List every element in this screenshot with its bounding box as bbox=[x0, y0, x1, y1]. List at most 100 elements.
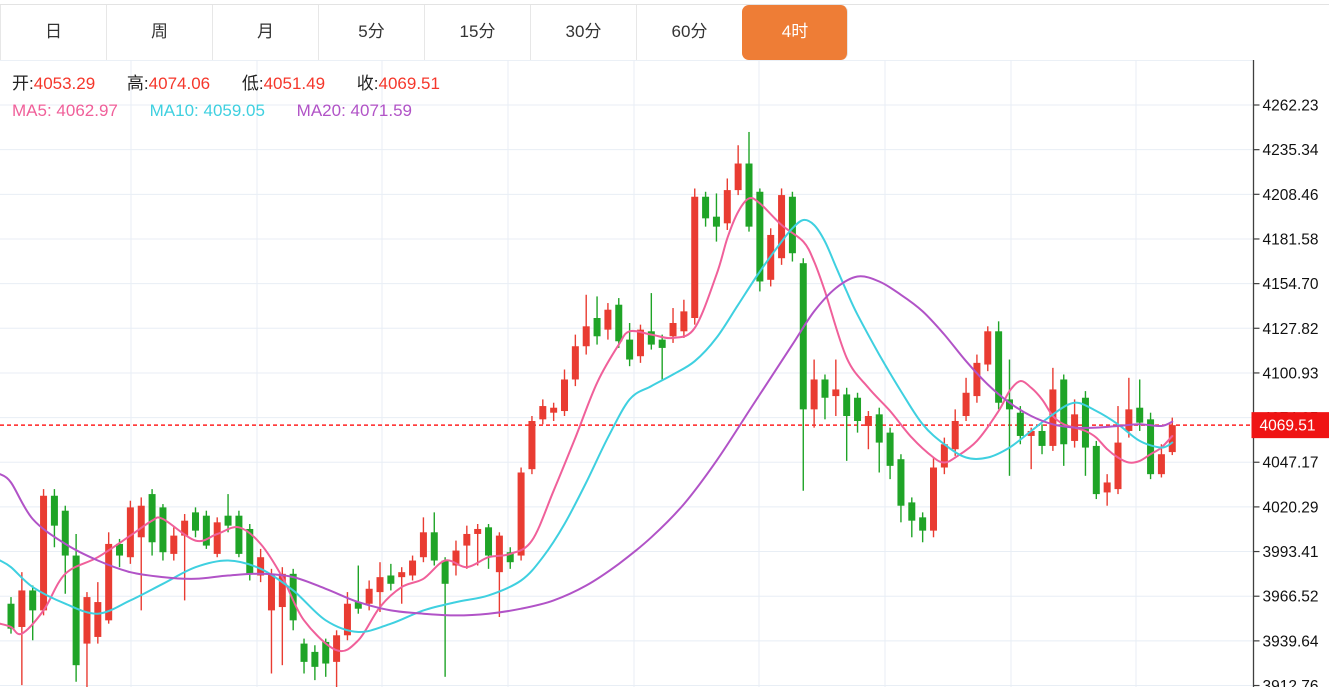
candle-up bbox=[1103, 474, 1111, 506]
candle-up bbox=[517, 467, 525, 561]
candle-down bbox=[897, 454, 905, 523]
tab-15min[interactable]: 15分 bbox=[424, 5, 530, 60]
tab-month[interactable]: 月 bbox=[212, 5, 318, 60]
candle-up bbox=[398, 567, 406, 604]
tab-30min[interactable]: 30分 bbox=[530, 5, 636, 60]
candle-up bbox=[550, 402, 558, 422]
candle-up bbox=[1027, 427, 1035, 470]
candle-up bbox=[951, 409, 959, 456]
candle-up bbox=[691, 188, 699, 325]
low-readout: 低:4051.49 bbox=[241, 74, 326, 93]
candle-up bbox=[528, 416, 536, 475]
candle-up bbox=[778, 188, 786, 265]
y-axis: 4262.23 4235.34 4208.46 4181.58 4154.70 4127.… bbox=[1252, 60, 1319, 687]
candle-down bbox=[29, 585, 37, 641]
candle-down bbox=[1005, 359, 1013, 476]
candle-up bbox=[126, 500, 134, 564]
candle-up bbox=[571, 334, 579, 387]
candle-down bbox=[322, 638, 330, 677]
candle-up bbox=[561, 369, 569, 417]
open-readout: 开:4053.29 bbox=[12, 74, 96, 93]
tab-day[interactable]: 日 bbox=[0, 5, 106, 60]
candle-down bbox=[300, 638, 308, 674]
candle-down bbox=[1038, 424, 1046, 455]
y-axis-tick-label: 3939.64 bbox=[1263, 633, 1319, 650]
candle-up bbox=[170, 527, 178, 561]
y-axis-tick-label: 4100.93 bbox=[1263, 365, 1319, 382]
candle-down bbox=[224, 494, 232, 533]
tab-week[interactable]: 周 bbox=[106, 5, 212, 60]
candle-down bbox=[886, 427, 894, 480]
candle-up bbox=[257, 548, 265, 583]
y-axis-tick-label: 4262.23 bbox=[1263, 98, 1319, 115]
tab-4hour[interactable]: 4时 bbox=[742, 5, 848, 60]
candle-up bbox=[333, 630, 341, 687]
candle-down bbox=[712, 193, 720, 242]
ma5-readout: MA5: 4062.97 bbox=[12, 101, 118, 120]
candle-up bbox=[40, 489, 48, 616]
candle-up bbox=[810, 359, 818, 428]
candle-up bbox=[973, 354, 981, 403]
candle-up bbox=[409, 555, 417, 581]
candle-up bbox=[267, 568, 275, 674]
candle-up bbox=[105, 532, 113, 624]
chart-area: 4262.23 4235.34 4208.46 4181.58 4154.70 4127.… bbox=[0, 60, 1329, 687]
y-axis-tick-label: 3966.52 bbox=[1263, 589, 1319, 606]
y-axis-tick-label: 4235.34 bbox=[1263, 142, 1319, 159]
y-axis-tick-label: 4127.82 bbox=[1263, 321, 1319, 338]
candle-down bbox=[441, 557, 449, 677]
y-axis-tick-label: 4208.46 bbox=[1263, 187, 1319, 204]
candlestick-plot: 4262.23 4235.34 4208.46 4181.58 4154.70 4127.… bbox=[0, 60, 1329, 687]
ohlc-row: 开:4053.29 高:4074.06 低:4051.49 收:4069.51 bbox=[12, 70, 467, 97]
candle-up bbox=[734, 145, 742, 196]
candle-down bbox=[702, 191, 710, 227]
candle-up bbox=[452, 540, 460, 576]
candle-up bbox=[539, 399, 547, 425]
high-readout: 高:4074.06 bbox=[126, 74, 211, 93]
candle-down bbox=[192, 507, 200, 538]
candle-up bbox=[864, 411, 872, 450]
candle-down bbox=[148, 489, 156, 556]
candle-down bbox=[387, 563, 395, 591]
grid bbox=[0, 60, 1253, 687]
ma-row: MA5: 4062.97 MA10: 4059.05 MA20: 4071.59 bbox=[12, 97, 467, 124]
candle-down bbox=[593, 296, 601, 345]
y-axis-tick-label: 4154.70 bbox=[1263, 276, 1319, 293]
candle-down bbox=[61, 505, 69, 594]
ma5-line bbox=[0, 196, 1174, 653]
candle-up bbox=[495, 532, 503, 618]
candle-down bbox=[1060, 374, 1068, 466]
tab-5min[interactable]: 5分 bbox=[318, 5, 424, 60]
candle-up bbox=[1125, 377, 1133, 438]
candle-down bbox=[756, 188, 764, 292]
interval-tabbar: 日 周 月 5分 15分 30分 60分 4时 bbox=[0, 4, 1329, 60]
candle-up bbox=[278, 567, 286, 666]
candle-up bbox=[930, 457, 938, 538]
candle-down bbox=[485, 523, 493, 569]
candle-down bbox=[919, 512, 927, 543]
candle-up bbox=[474, 523, 482, 566]
y-axis-tick-label: 4047.17 bbox=[1263, 455, 1319, 472]
candle-down bbox=[354, 565, 362, 614]
candle-down bbox=[235, 510, 243, 558]
candle-up bbox=[1049, 367, 1057, 451]
candle-down bbox=[854, 392, 862, 433]
ma20-line bbox=[0, 275, 1174, 617]
candle-down bbox=[311, 645, 319, 681]
current-price-tag: 4069.51 bbox=[1251, 412, 1329, 439]
tab-60min[interactable]: 60分 bbox=[636, 5, 742, 60]
candle-up bbox=[137, 497, 145, 611]
candle-down bbox=[843, 387, 851, 461]
candle-up bbox=[376, 562, 384, 613]
candle-up bbox=[1114, 406, 1122, 495]
chart-legend: 开:4053.29 高:4074.06 低:4051.49 收:4069.51 … bbox=[12, 70, 467, 124]
candle-up bbox=[962, 377, 970, 422]
y-axis-tick-label: 4020.29 bbox=[1263, 499, 1319, 516]
candle-down bbox=[745, 131, 753, 232]
candle-down bbox=[159, 504, 167, 561]
candle-down bbox=[658, 334, 666, 380]
candle-up bbox=[582, 294, 590, 355]
candle-up bbox=[680, 299, 688, 338]
y-axis-tick-label: 4181.58 bbox=[1263, 231, 1319, 248]
candle-down bbox=[430, 512, 438, 566]
